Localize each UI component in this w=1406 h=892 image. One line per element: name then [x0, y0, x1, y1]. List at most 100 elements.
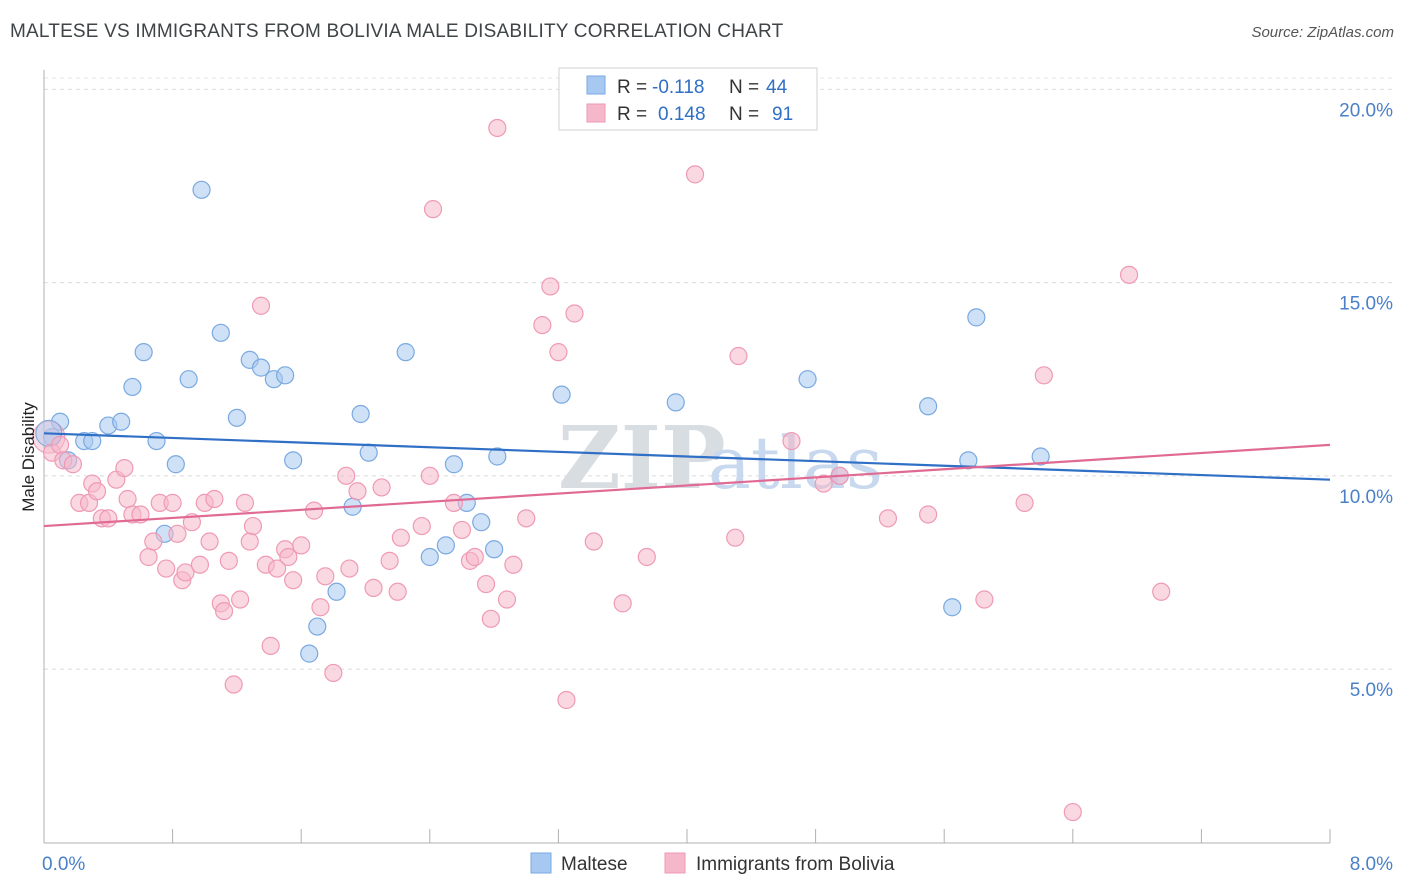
y-tick-label-5: 5.0% — [1350, 680, 1393, 701]
maltese-point-28 — [420, 547, 439, 567]
legend-r-label-bolivia: R = — [617, 104, 647, 125]
maltese-point-8 — [134, 343, 153, 362]
maltese-point-9 — [147, 431, 166, 451]
bolivia-point-24 — [190, 555, 210, 574]
bolivia-point-58 — [423, 200, 443, 219]
maltese-points — [32, 180, 1050, 663]
bolivia-point-9 — [99, 509, 118, 528]
bolivia-point-3 — [63, 455, 83, 474]
bolivia-point-48 — [337, 466, 356, 485]
bolivia-point-49 — [340, 559, 359, 578]
maltese-point-27 — [396, 343, 415, 362]
bolivia-point-69 — [533, 315, 552, 335]
legend-r-label-maltese: R = — [617, 77, 647, 98]
trend-line-bolivia — [43, 443, 1331, 528]
bolivia-point-53 — [380, 551, 399, 570]
bolivia-point-73 — [565, 304, 584, 323]
legend-n-label-maltese: N = — [729, 77, 759, 98]
bolivia-point-15 — [139, 547, 158, 567]
legend-r-value-bolivia: 0.148 — [658, 104, 706, 125]
bolivia-point-85 — [975, 590, 994, 609]
gridlines — [44, 77, 1392, 670]
bolivia-point-36 — [251, 296, 271, 315]
bottom-legend-swatch-bolivia — [664, 852, 686, 874]
bolivia-point-59 — [444, 493, 464, 512]
bolivia-point-83 — [878, 509, 898, 528]
bolivia-point-30 — [219, 551, 238, 570]
maltese-point-7 — [123, 377, 142, 397]
bolivia-point-57 — [420, 466, 439, 485]
bolivia-point-78 — [726, 528, 745, 547]
bolivia-point-1 — [50, 435, 70, 455]
bolivia-point-35 — [243, 516, 263, 536]
legend-n-value-maltese: 44 — [766, 77, 788, 98]
maltese-point-37 — [798, 370, 817, 389]
bolivia-point-52 — [372, 478, 391, 497]
maltese-point-22 — [308, 617, 327, 636]
maltese-point-12 — [179, 370, 198, 389]
bolivia-point-54 — [388, 582, 407, 601]
x-tick-label-min: 0.0% — [42, 854, 85, 875]
y-tick-label-10: 10.0% — [1339, 487, 1393, 508]
x-ticks — [172, 829, 1331, 843]
bolivia-point-38 — [261, 636, 280, 655]
chart-source: Source: ZipAtlas.com — [1251, 24, 1394, 41]
maltese-point-21 — [300, 644, 319, 663]
bolivia-point-42 — [284, 571, 303, 590]
maltese-point-35 — [552, 385, 571, 404]
bolivia-point-26 — [200, 532, 219, 551]
bottom-legend-label-maltese: Maltese — [561, 854, 628, 875]
y-tick-labels: 5.0% 10.0% 15.0% 20.0% — [1339, 100, 1393, 701]
bolivia-point-68 — [517, 509, 536, 528]
maltese-point-19 — [276, 366, 295, 385]
x-tick-label-max: 8.0% — [1350, 854, 1393, 875]
maltese-point-30 — [444, 455, 464, 474]
watermark-zip: ZIP — [558, 408, 726, 509]
bolivia-point-65 — [488, 118, 507, 138]
maltese-point-43 — [1031, 447, 1050, 466]
bolivia-point-7 — [87, 482, 107, 501]
bolivia-point-46 — [316, 567, 335, 586]
bolivia-point-84 — [919, 505, 938, 524]
bottom-legend-label-bolivia: Immigrants from Bolivia — [696, 854, 895, 875]
maltese-point-20 — [284, 451, 303, 470]
bolivia-point-47 — [324, 663, 343, 683]
maltese-point-33 — [485, 540, 504, 559]
bottom-legend-swatch-maltese — [530, 852, 552, 874]
bolivia-point-45 — [311, 598, 330, 617]
bolivia-point-64 — [481, 609, 500, 628]
maltese-point-15 — [227, 408, 246, 427]
bolivia-point-71 — [549, 343, 568, 362]
maltese-point-11 — [166, 455, 185, 474]
bolivia-point-29 — [214, 601, 234, 621]
bolivia-point-27 — [205, 489, 224, 509]
maltese-point-40 — [943, 598, 962, 617]
bolivia-point-32 — [231, 590, 250, 609]
maltese-point-25 — [351, 404, 370, 424]
maltese-point-39 — [919, 397, 938, 416]
maltese-point-14 — [211, 323, 230, 342]
bolivia-point-11 — [115, 458, 134, 478]
maltese-point-23 — [327, 582, 346, 601]
bolivia-point-16 — [144, 532, 163, 551]
maltese-point-32 — [472, 513, 491, 532]
maltese-point-36 — [666, 393, 685, 412]
bolivia-point-62 — [465, 547, 484, 567]
legend-swatch-maltese — [586, 75, 606, 95]
maltese-point-34 — [488, 447, 507, 466]
y-axis-label: Male Disability — [19, 402, 38, 512]
bolivia-point-50 — [348, 482, 367, 501]
trend-lines — [43, 432, 1331, 528]
bolivia-point-70 — [541, 277, 560, 296]
bolivia-point-33 — [235, 493, 255, 512]
bolivia-point-39 — [267, 559, 287, 578]
y-tick-label-15: 15.0% — [1339, 294, 1393, 315]
bolivia-point-80 — [782, 431, 801, 451]
bolivia-point-34 — [240, 532, 259, 551]
bolivia-point-67 — [504, 555, 523, 574]
bolivia-point-41 — [279, 547, 298, 567]
bolivia-point-43 — [292, 536, 311, 555]
bolivia-point-19 — [163, 493, 182, 512]
bolivia-point-90 — [1152, 582, 1171, 601]
bolivia-point-72 — [557, 690, 576, 710]
